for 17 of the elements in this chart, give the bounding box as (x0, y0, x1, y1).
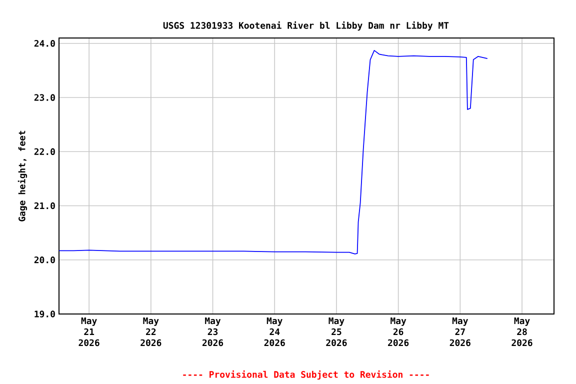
x-tick-label: May 22 2026 (140, 318, 162, 346)
y-tick-label: 19.0 (34, 310, 55, 318)
x-tick-label: May 23 2026 (202, 318, 224, 346)
x-tick-label: May 21 2026 (78, 318, 100, 346)
x-tick-label: May 28 2026 (512, 318, 532, 346)
y-tick-label: 21.0 (34, 202, 55, 210)
x-tick-label: May 27 2026 (450, 318, 470, 346)
x-tick-label: May 26 2026 (388, 318, 409, 346)
chart-title: USGS 12301933 Kootenai River bl Libby Dam nr Libby MT (163, 21, 449, 31)
x-tick-label: May 25 2026 (326, 318, 347, 346)
text: ---- Provisional Data Subject to Revision ---- (183, 370, 429, 380)
y-axis-title: Gage height, feet (18, 130, 28, 222)
y-tick-label: 22.0 (34, 148, 55, 156)
y-tick-label: 24.0 (34, 40, 55, 47)
x-tick-label: May 24 2026 (264, 318, 285, 346)
y-tick-label: 23.0 (34, 94, 55, 101)
y-tick-label: 20.0 (34, 256, 55, 264)
